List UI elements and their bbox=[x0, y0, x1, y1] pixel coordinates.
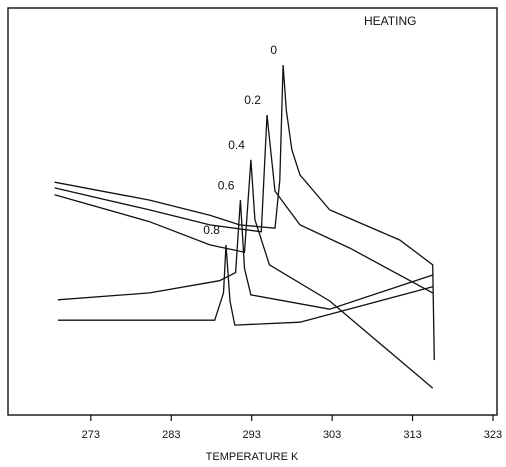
curve-label: 0.6 bbox=[218, 178, 235, 192]
curve-label: 0.2 bbox=[244, 93, 261, 107]
x-axis-label: TEMPERATURE K bbox=[206, 451, 299, 463]
curve bbox=[54, 114, 434, 294]
curve bbox=[57, 200, 433, 310]
curve-label: 0 bbox=[270, 43, 277, 57]
x-tick-label: 323 bbox=[484, 429, 502, 441]
x-tick-label: 283 bbox=[162, 429, 180, 441]
plot-frame bbox=[7, 7, 498, 416]
x-tick-label: 313 bbox=[403, 429, 421, 441]
x-tick-label: 293 bbox=[243, 429, 261, 441]
x-tick-label: 273 bbox=[82, 429, 100, 441]
curve-label: 0.8 bbox=[203, 223, 220, 237]
annotation: HEATING bbox=[364, 14, 416, 28]
curve bbox=[54, 159, 434, 389]
x-tick-label: 303 bbox=[323, 429, 341, 441]
curve-label: 0.4 bbox=[228, 138, 245, 152]
curve bbox=[54, 64, 435, 361]
curve bbox=[57, 244, 433, 326]
